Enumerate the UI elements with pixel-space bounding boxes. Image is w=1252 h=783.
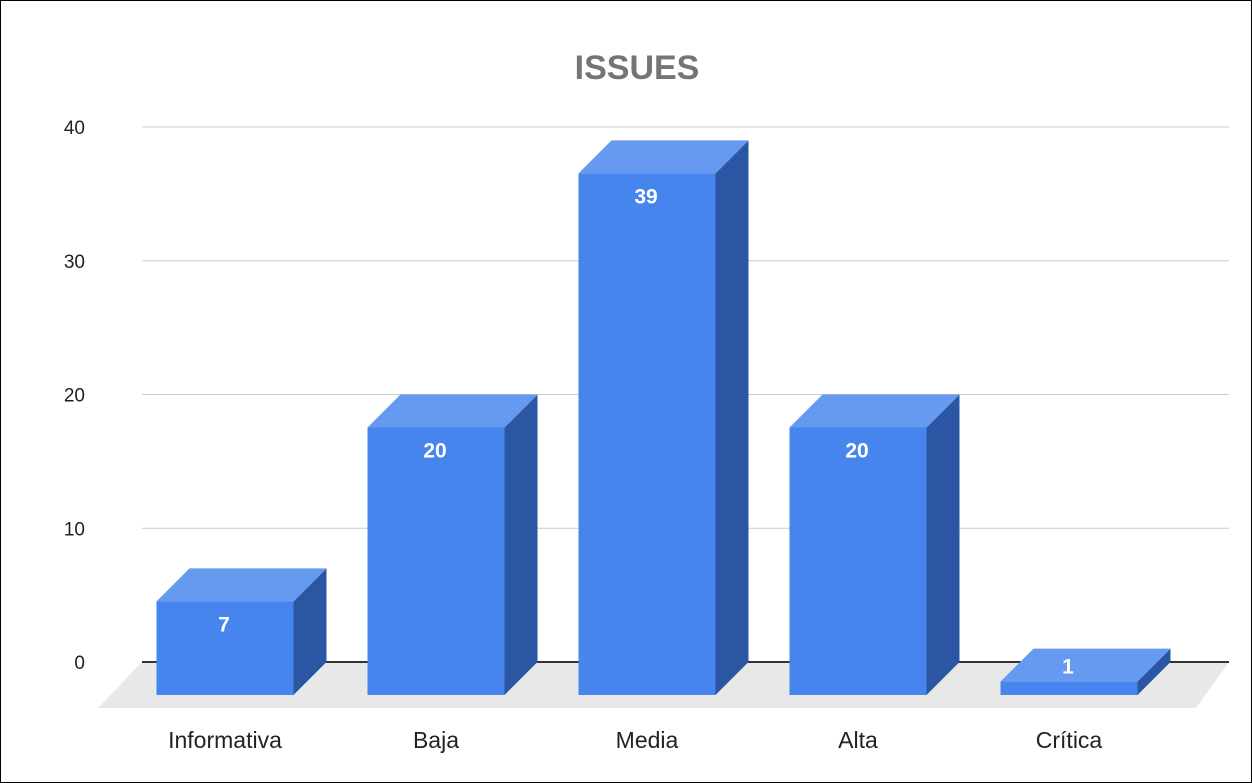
chart-title: ISSUES — [575, 49, 700, 87]
data-label: 7 — [218, 613, 230, 636]
y-tick-label: 40 — [64, 118, 85, 139]
x-tick-label: Baja — [413, 727, 459, 753]
y-tick-label: 30 — [64, 252, 85, 273]
bar-top-face — [578, 140, 749, 174]
bar — [1000, 648, 1171, 695]
bar-side-face — [1137, 648, 1171, 695]
bar-side-face — [504, 394, 538, 695]
data-label: 20 — [423, 440, 446, 463]
x-axis-labels: Informativa Baja Media Alta Crítica — [168, 727, 1102, 753]
bar-front-face — [578, 173, 716, 695]
bar — [367, 394, 538, 695]
x-tick-label: Media — [616, 727, 679, 753]
bar — [578, 140, 749, 695]
data-label: 20 — [845, 440, 868, 463]
y-tick-label: 10 — [64, 519, 85, 540]
bar — [789, 394, 960, 695]
bar-side-face — [715, 140, 749, 695]
bar-side-face — [293, 568, 327, 695]
bar-top-face — [1000, 648, 1171, 682]
bar-top-face — [156, 568, 327, 602]
bar-front-face — [1000, 681, 1138, 695]
bar — [156, 568, 327, 695]
bar-front-face — [789, 427, 927, 695]
bar-top-face — [789, 394, 960, 428]
y-tick-label: 0 — [74, 653, 85, 674]
bars: 7 20 39 20 1 — [156, 140, 1171, 695]
x-tick-label: Alta — [838, 727, 878, 753]
bar-side-face — [926, 394, 960, 695]
data-label: 39 — [634, 185, 657, 208]
x-tick-label: Informativa — [168, 727, 282, 753]
x-tick-label: Crítica — [1036, 727, 1103, 753]
bar-front-face — [156, 601, 294, 695]
y-tick-label: 20 — [64, 386, 85, 407]
bar-top-face — [367, 394, 538, 428]
data-label: 1 — [1062, 656, 1074, 679]
y-axis-ticks: 0 10 20 30 40 — [64, 118, 85, 674]
bar-front-face — [367, 427, 505, 695]
